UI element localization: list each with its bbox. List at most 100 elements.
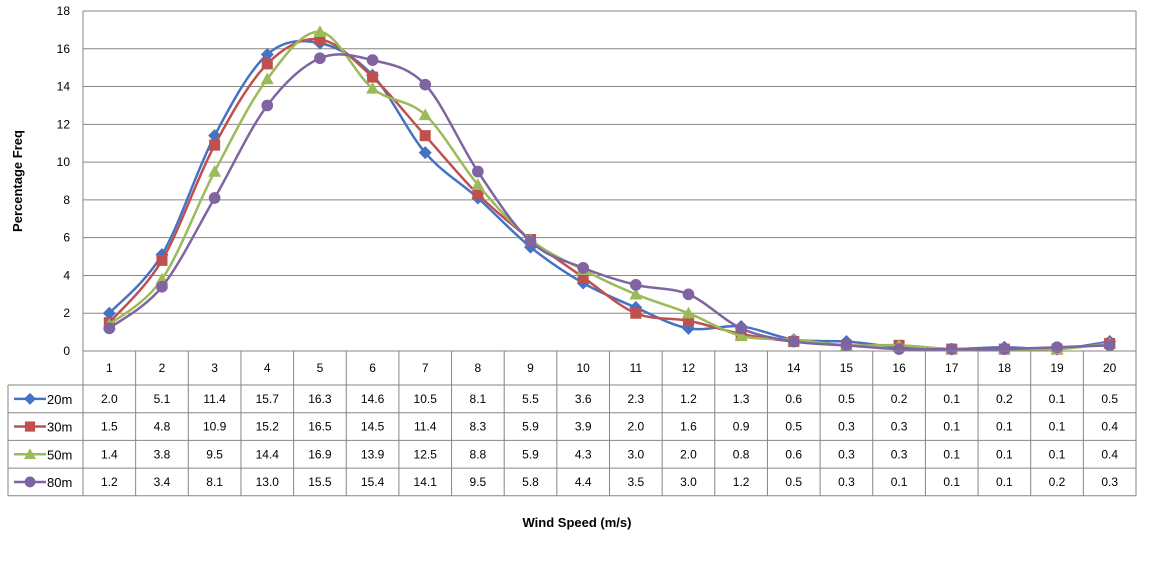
table-cell: 0.1	[1049, 392, 1066, 406]
x-category-label: 7	[422, 361, 429, 375]
series-50m	[102, 25, 1117, 355]
square-marker	[630, 307, 642, 319]
series-line-20m	[108, 39, 1110, 351]
series-80m	[103, 52, 1116, 355]
table-cell: 0.1	[996, 475, 1013, 489]
table-cell: 1.5	[101, 420, 118, 434]
series-label: 20m	[47, 392, 72, 407]
square-marker	[682, 315, 694, 327]
series-label: 50m	[47, 447, 72, 462]
table-cell: 16.3	[308, 392, 332, 406]
series-line-30m	[108, 37, 1110, 351]
table-cell: 0.1	[1049, 420, 1066, 434]
y-tick-label: 14	[57, 80, 71, 94]
table-cell: 0.1	[943, 392, 960, 406]
table-cell: 11.4	[414, 420, 437, 434]
table-cell: 8.1	[206, 475, 223, 489]
circle-marker	[24, 476, 36, 488]
table-cell: 2.3	[627, 392, 644, 406]
table-cell: 15.4	[361, 475, 385, 489]
square-marker	[24, 421, 36, 432]
table-cell: 0.3	[838, 420, 855, 434]
table-cell: 0.2	[996, 392, 1013, 406]
circle-marker	[1051, 341, 1063, 354]
circle-marker	[472, 165, 484, 178]
triangle-marker	[734, 329, 748, 342]
diamond-marker	[418, 146, 432, 160]
table-cell: 12.5	[414, 447, 438, 461]
x-category-label: 12	[682, 361, 696, 375]
x-category-label: 15	[840, 361, 854, 375]
x-category-label: 8	[475, 361, 482, 375]
x-category-label: 5	[317, 361, 324, 375]
table-cell: 0.4	[1101, 447, 1118, 461]
table-cell: 3.9	[575, 420, 592, 434]
x-category-label: 17	[945, 361, 959, 375]
x-category-label: 16	[892, 361, 906, 375]
table-cell: 4.4	[575, 475, 592, 489]
table-cell: 2.0	[101, 392, 118, 406]
table-cell: 9.5	[470, 475, 487, 489]
series-30m	[103, 33, 1116, 355]
y-tick-label: 4	[63, 268, 70, 282]
circle-marker	[261, 99, 274, 112]
square-marker	[261, 58, 273, 70]
table-cell: 0.5	[838, 392, 855, 406]
circle-marker	[419, 78, 432, 91]
circle-marker	[314, 52, 326, 65]
triangle-marker	[681, 306, 695, 319]
square-marker	[367, 71, 379, 83]
x-category-label: 1	[106, 361, 113, 375]
table-cell: 8.3	[470, 420, 487, 434]
table-cell: 0.3	[838, 475, 855, 489]
table-cell: 8.1	[470, 392, 487, 406]
y-tick-label: 2	[63, 306, 70, 320]
table-cell: 0.1	[1049, 447, 1066, 461]
table-cell: 11.4	[203, 392, 226, 406]
y-tick-label: 6	[63, 231, 70, 245]
x-category-label: 18	[998, 361, 1012, 375]
x-category-label: 9	[527, 361, 534, 375]
table-cell: 13.9	[361, 447, 385, 461]
table-cell: 3.6	[575, 392, 592, 406]
table-cell: 0.4	[1101, 420, 1118, 434]
y-tick-label: 0	[63, 344, 70, 358]
table-cell: 0.1	[891, 475, 908, 489]
circle-marker	[893, 343, 905, 355]
table-cell: 0.1	[943, 420, 960, 434]
square-marker	[419, 130, 431, 142]
diamond-marker	[102, 306, 116, 320]
circle-marker	[840, 339, 853, 352]
table-cell: 0.1	[943, 447, 960, 461]
series-label: 80m	[47, 475, 72, 490]
triangle-marker	[418, 108, 432, 121]
table-row-80m: 80m 1.2 3.4 8.1 13.0 15.5 15.4 14.1 9.5 5.8 4.4 3.5…	[14, 475, 1118, 490]
table-cell: 0.3	[838, 447, 855, 461]
table-cell: 3.4	[154, 475, 171, 489]
circle-marker	[945, 343, 958, 355]
table-cell: 0.3	[891, 420, 908, 434]
table-cell: 13.0	[256, 475, 280, 489]
table-cell: 0.5	[1101, 392, 1118, 406]
table-cell: 3.5	[627, 475, 644, 489]
table-cell: 1.4	[101, 447, 118, 461]
table-row-50m: 50m 1.4 3.8 9.5 14.4 16.9 13.9 12.5 8.8 5.9 4.3 3.0…	[14, 447, 1118, 462]
table-cell: 0.3	[891, 447, 908, 461]
table-cell: 0.5	[785, 420, 802, 434]
triangle-marker	[366, 81, 380, 94]
table-cell: 4.8	[154, 420, 171, 434]
table-row-30m: 30m 1.5 4.8 10.9 15.2 16.5 14.5 11.4 8.3 5.9 3.9 2.…	[14, 420, 1118, 435]
triangle-marker	[208, 165, 222, 177]
table-cell: 0.1	[996, 447, 1013, 461]
table-cell: 0.5	[785, 475, 802, 489]
table-cell: 0.1	[943, 475, 960, 489]
y-axis-title: Percentage Freq	[10, 130, 25, 232]
square-marker	[314, 33, 326, 45]
x-category-label: 4	[264, 361, 271, 375]
triangle-marker	[260, 72, 274, 85]
table-cell: 15.2	[256, 420, 280, 434]
table-cell: 0.9	[733, 420, 750, 434]
triangle-marker	[629, 287, 643, 300]
